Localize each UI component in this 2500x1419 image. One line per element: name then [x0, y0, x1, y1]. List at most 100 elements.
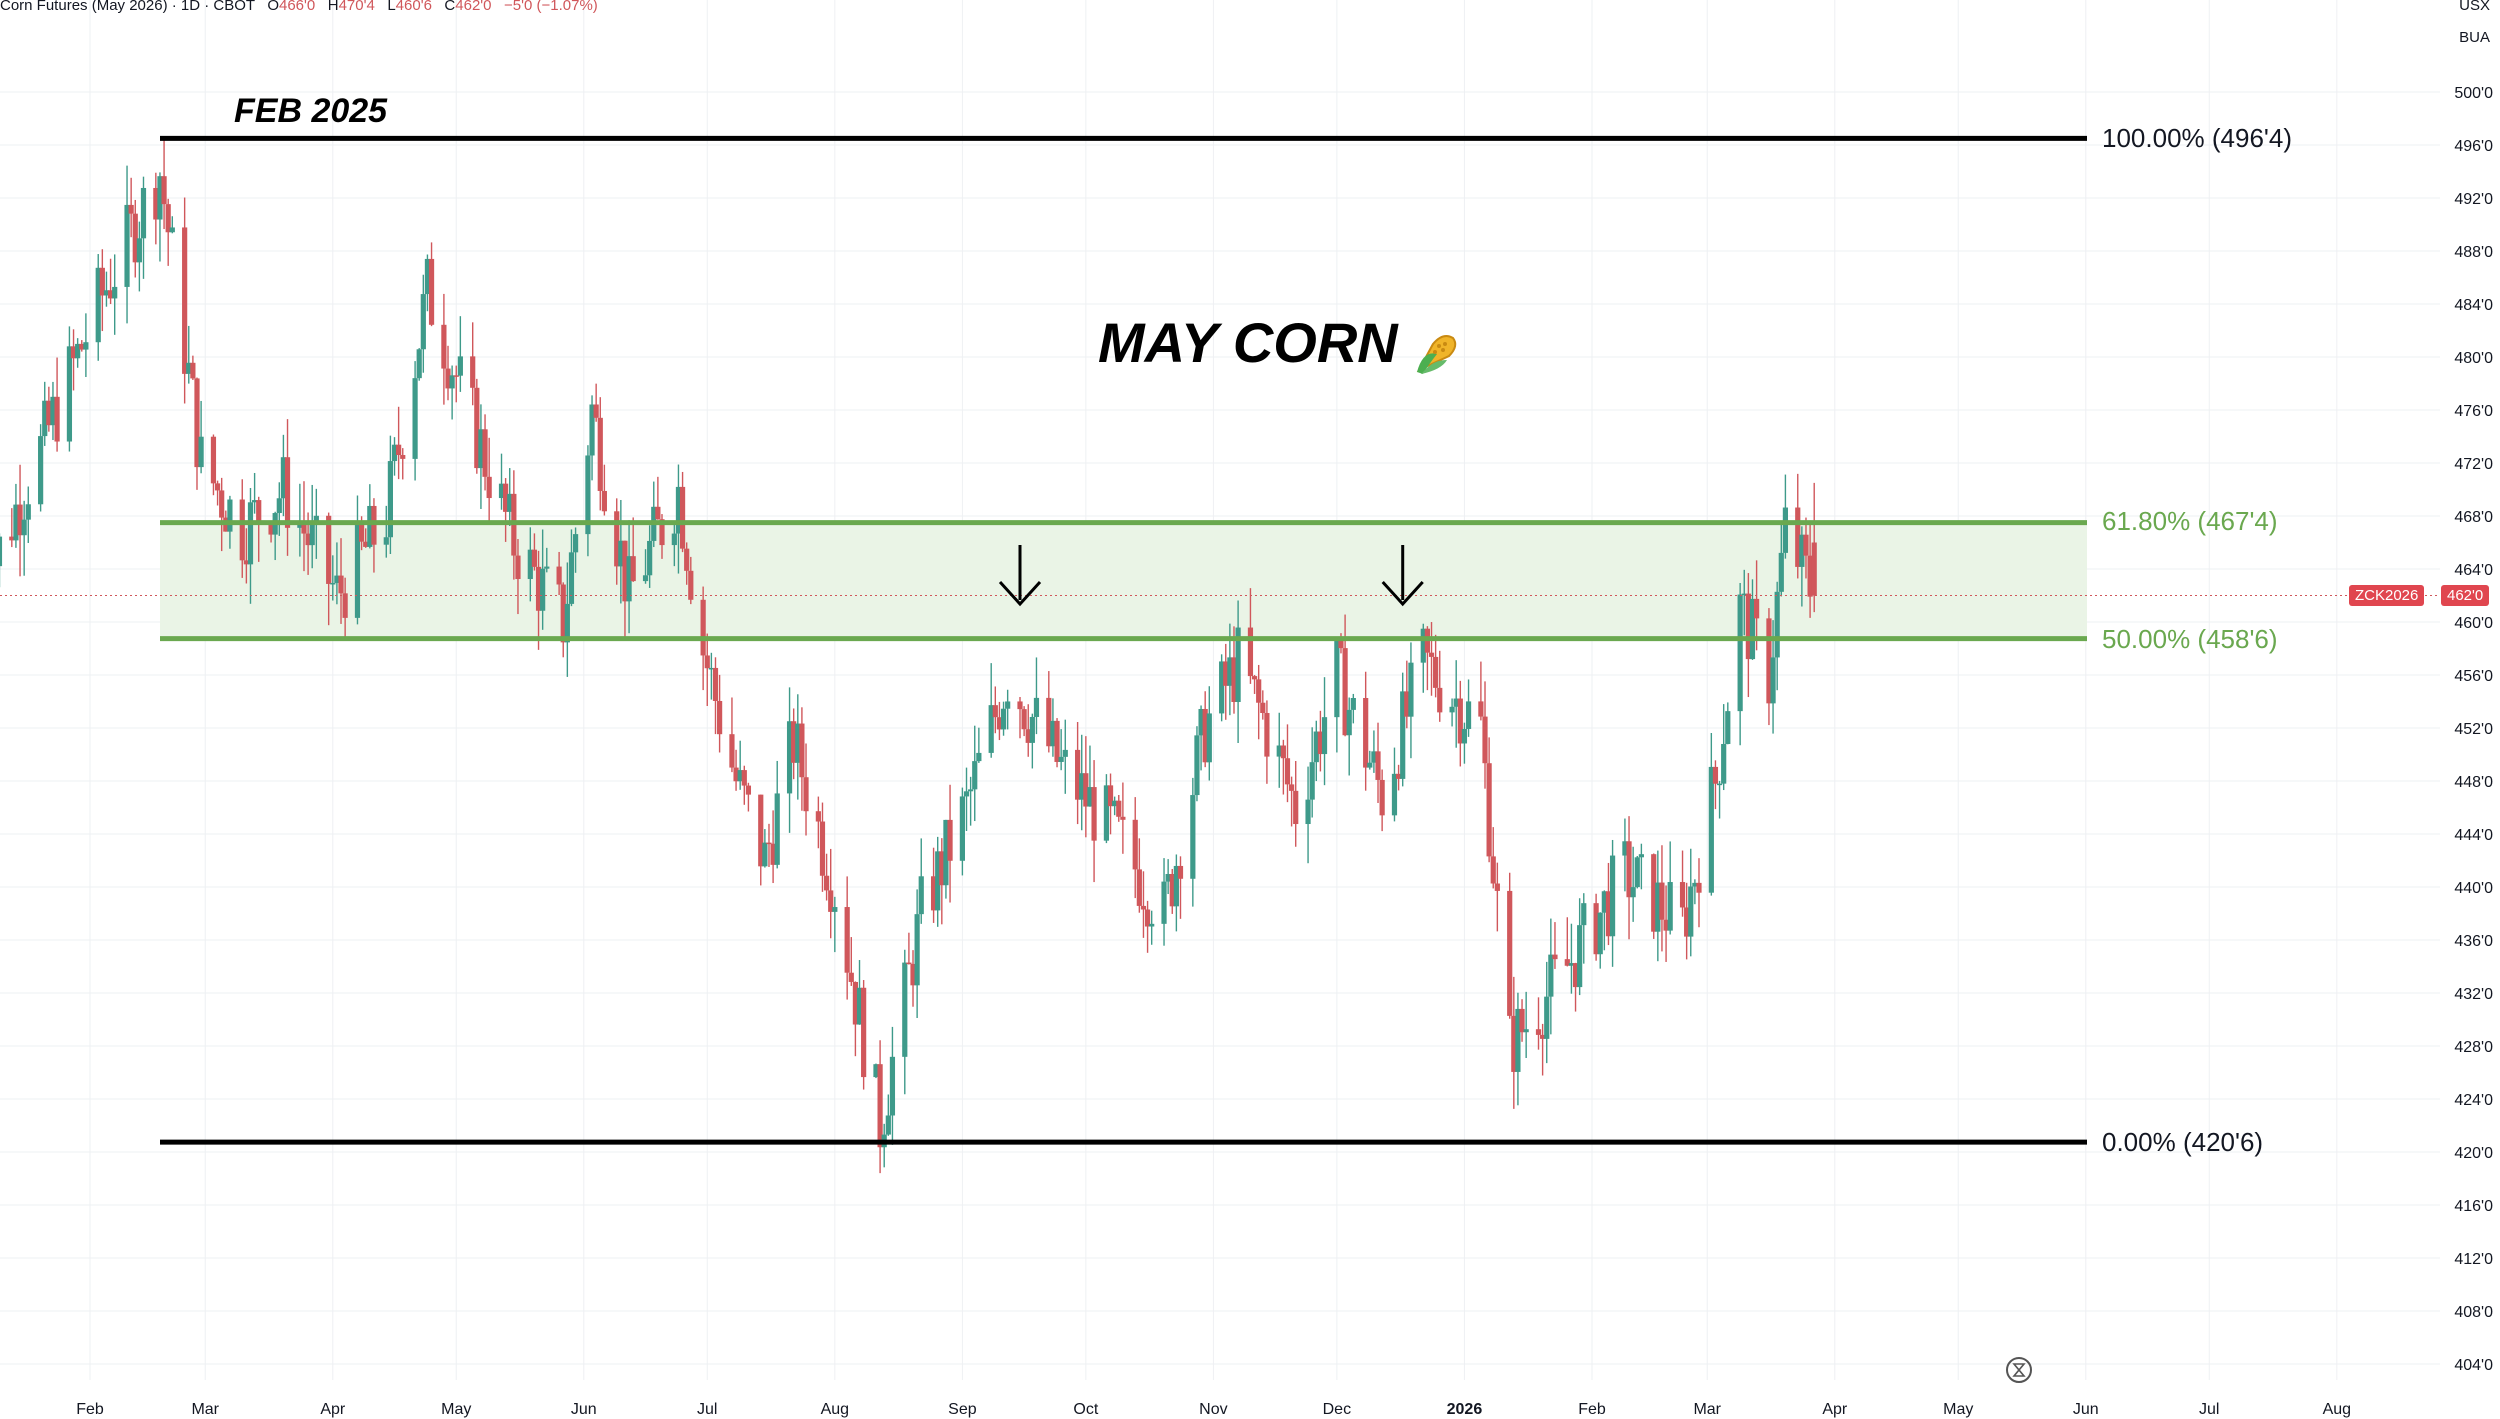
candle-body — [1321, 717, 1328, 755]
candle-body — [247, 502, 254, 565]
candle-body — [564, 603, 570, 643]
candle-body — [1778, 552, 1784, 592]
candle-body — [38, 436, 44, 505]
candle-body — [276, 498, 282, 514]
y-tick-label: 460'0 — [2454, 615, 2493, 632]
low-value: 460'6 — [395, 0, 432, 14]
y-tick-label: 440'0 — [2454, 880, 2493, 897]
candle-body — [1017, 701, 1023, 710]
candle-body — [301, 522, 307, 534]
candle-body — [420, 294, 426, 350]
candle-body — [848, 972, 854, 982]
close-label: C — [444, 0, 456, 14]
candle-body — [268, 524, 274, 535]
candle-body — [1371, 751, 1377, 763]
candle-body — [227, 499, 233, 532]
candle-body — [1461, 728, 1468, 744]
candle-body — [1605, 891, 1612, 937]
price-axis[interactable]: 500'0 496'0 492'0 488'0 484'0 480'0 476'0 472'0… — [2454, 85, 2493, 1374]
candle-body — [124, 204, 130, 287]
candle-body — [1116, 800, 1122, 817]
candle-body — [733, 767, 739, 782]
candle-body — [655, 506, 661, 520]
candle-body — [449, 375, 455, 389]
candle-body — [1293, 790, 1299, 825]
candle-body — [515, 555, 521, 580]
candle-body — [1404, 691, 1410, 717]
candle-body — [25, 504, 31, 520]
candle-body — [391, 444, 398, 462]
candle-body — [885, 1115, 891, 1135]
candle-body — [1379, 779, 1385, 816]
candle-body — [363, 541, 369, 547]
candle-body — [42, 400, 48, 437]
y-tick-label: 432'0 — [2454, 986, 2493, 1003]
candle-body — [1737, 594, 1743, 712]
candle-body — [1799, 534, 1805, 567]
time-axis[interactable]: Feb Mar Apr May Jun Jul Aug Sep Oct Nov Dec 2026 Feb… — [76, 1401, 2351, 1418]
candle-body — [906, 962, 912, 965]
candle-body — [1317, 731, 1324, 755]
x-tick-label: Nov — [1199, 1401, 1227, 1418]
candle-body — [1564, 959, 1570, 966]
candle-body — [1490, 856, 1496, 884]
candle-body — [1309, 762, 1315, 800]
candle-body — [943, 819, 949, 886]
candle-body — [367, 505, 373, 547]
fib-label-50: 50.00% (458'6) — [2102, 624, 2278, 654]
candle-body — [918, 876, 924, 915]
candle-body — [474, 387, 480, 469]
y-tick-label: 476'0 — [2454, 403, 2493, 420]
candle-body — [194, 378, 200, 468]
candle-body — [1630, 887, 1636, 898]
candle-body — [1083, 773, 1089, 807]
x-tick-label: Mar — [1693, 1401, 1721, 1418]
candle-body — [424, 258, 431, 295]
candle-body — [210, 436, 217, 484]
candle-body — [1247, 627, 1254, 677]
candle-body — [1494, 883, 1500, 891]
currency-label[interactable]: USX — [2459, 0, 2490, 14]
candle-body — [1338, 640, 1344, 649]
candle-body — [330, 582, 336, 585]
change-value: −5'0 (−1.07%) — [504, 0, 598, 14]
corn-icon — [1413, 324, 1463, 375]
x-tick-label: Mar — [191, 1401, 219, 1418]
candle-body — [1346, 709, 1352, 736]
candle-body — [161, 176, 167, 205]
candle-body — [1754, 598, 1760, 619]
peak-label: FEB 2025 — [234, 92, 388, 130]
candle-body — [1091, 787, 1097, 841]
candle-body — [745, 785, 752, 795]
candle-body — [700, 599, 706, 656]
candle-body — [535, 566, 542, 611]
y-tick-label: 436'0 — [2454, 933, 2493, 950]
candle-body — [1107, 785, 1114, 807]
candle-body — [852, 981, 859, 1025]
candle-body — [1021, 709, 1027, 730]
timezone-icon[interactable] — [2006, 1357, 2032, 1383]
candle-body — [371, 505, 377, 545]
candle-body — [383, 537, 389, 545]
candle-body — [1132, 819, 1138, 870]
candle-body — [140, 187, 147, 239]
candle-body — [400, 455, 406, 459]
candle-body — [861, 987, 867, 1078]
arrows — [998, 545, 1424, 607]
candle-body — [1515, 1008, 1521, 1072]
candle-body — [1482, 716, 1488, 764]
candle-body — [169, 227, 175, 233]
fib-label-618: 61.80% (467'4) — [2102, 506, 2278, 536]
candle-body — [1050, 720, 1056, 747]
candle-body — [766, 842, 772, 845]
candle-body — [1276, 745, 1282, 757]
candle-body — [1651, 854, 1657, 932]
unit-label[interactable]: BUA — [2459, 29, 2490, 46]
candle-body — [1219, 661, 1225, 714]
candle-body — [1256, 679, 1262, 703]
candle-body — [1437, 687, 1443, 713]
candle-body — [544, 566, 550, 569]
candle-body — [326, 515, 332, 584]
candle-body — [354, 523, 361, 618]
